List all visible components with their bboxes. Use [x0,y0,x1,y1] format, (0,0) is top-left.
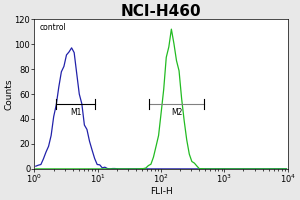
Title: NCI-H460: NCI-H460 [121,4,201,19]
Text: M2: M2 [171,108,182,117]
Y-axis label: Counts: Counts [4,78,13,110]
Text: M1: M1 [70,108,81,117]
Text: control: control [40,23,66,32]
X-axis label: FLI-H: FLI-H [150,187,172,196]
